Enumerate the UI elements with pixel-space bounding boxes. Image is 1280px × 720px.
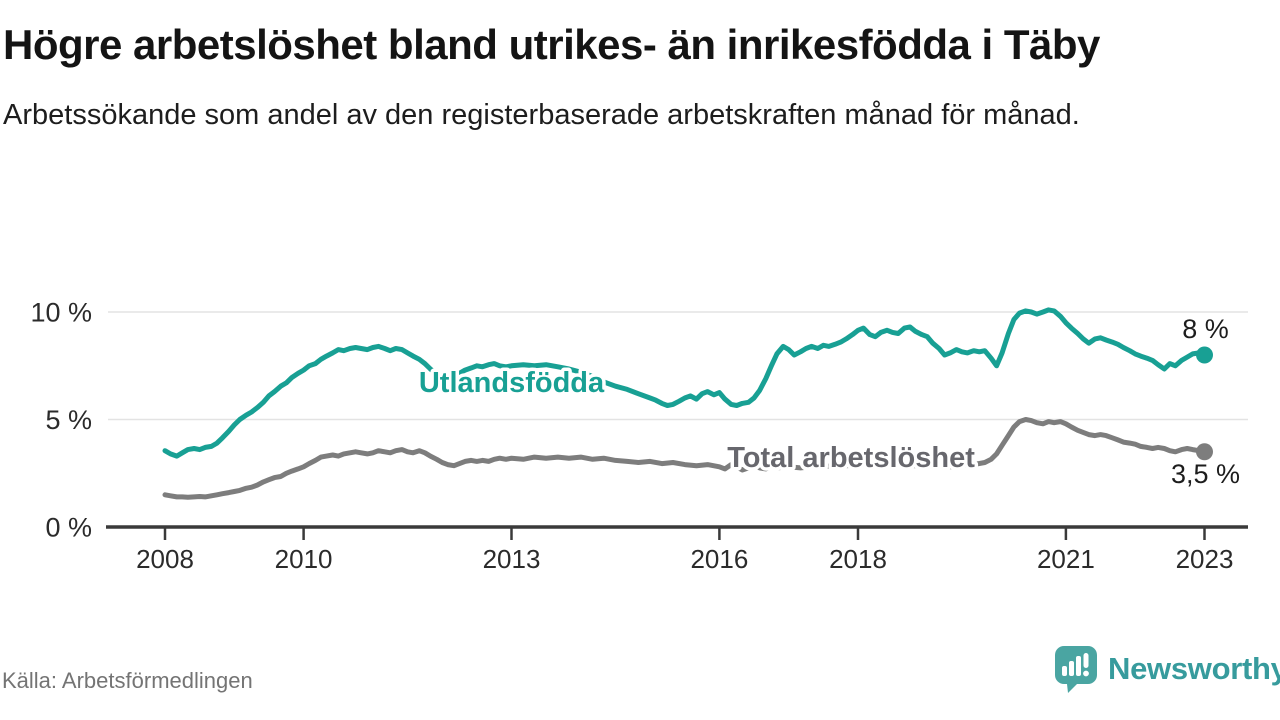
- newsworthy-speech-bubble-chart-icon: [1055, 646, 1097, 693]
- source-note: Källa: Arbetsförmedlingen: [2, 668, 253, 693]
- y-tick-label: 5 %: [45, 405, 92, 435]
- x-tick-label: 2010: [275, 544, 333, 574]
- series-label-utlandsfodda: Utlandsfödda: [419, 367, 605, 399]
- series-line-total: [162, 417, 1207, 500]
- brand-wordmark: Newsworthy: [1108, 651, 1280, 686]
- y-tick-label: 0 %: [45, 513, 92, 543]
- end-dot-utlandsfodda: [1196, 346, 1213, 364]
- x-tick-label: 2023: [1176, 544, 1234, 574]
- newsworthy-logo: Newsworthy: [1054, 644, 1280, 694]
- x-tick-label: 2021: [1037, 544, 1095, 574]
- chart-subtitle: Arbetssökande som andel av den registerb…: [3, 99, 1080, 132]
- series-line-utlandsfodda: [162, 307, 1207, 459]
- x-tick-label: 2008: [136, 544, 194, 574]
- x-tick-label: 2013: [483, 544, 541, 574]
- x-tick-label: 2018: [829, 544, 887, 574]
- end-dot-total: [1196, 443, 1213, 461]
- end-value-label-total: 3,5 %: [1171, 459, 1240, 489]
- y-tick-label: 10 %: [30, 298, 92, 328]
- series-label-total: Total arbetslöshet: [727, 442, 975, 474]
- page-title: Högre arbetslöshet bland utrikes- än inr…: [3, 21, 1100, 68]
- end-value-label-utlandsfodda: 8 %: [1182, 314, 1229, 344]
- x-tick-label: 2016: [690, 544, 748, 574]
- chart-header: Högre arbetslöshet bland utrikes- än inr…: [3, 16, 1273, 133]
